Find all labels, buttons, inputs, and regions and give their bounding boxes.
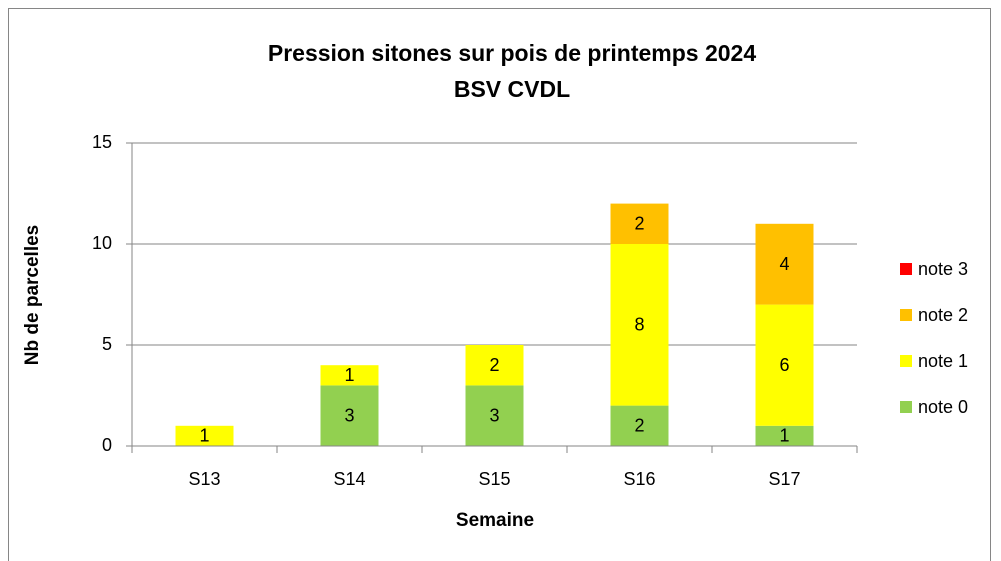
bar-segment: [755, 304, 814, 426]
bar-segment: [320, 385, 379, 446]
legend-swatch: [900, 355, 912, 367]
x-tick-label: S15: [478, 469, 510, 489]
bar-segment: [610, 203, 669, 244]
bar-segment: [610, 244, 669, 406]
legend-label: note 3: [918, 259, 968, 279]
data-label: 6: [779, 355, 789, 375]
x-tick-label: S14: [333, 469, 365, 489]
y-tick-label: 5: [102, 334, 112, 354]
legend-swatch: [900, 401, 912, 413]
data-label: 2: [634, 416, 644, 436]
data-label: 1: [344, 365, 354, 385]
data-label: 1: [779, 426, 789, 446]
x-tick-label: S13: [188, 469, 220, 489]
chart-subtitle: BSV CVDL: [454, 76, 570, 102]
bar-segment: [610, 405, 669, 446]
bar-segment: [755, 425, 814, 446]
bar-segment: [175, 425, 234, 446]
legend-label: note 1: [918, 351, 968, 371]
chart-title: Pression sitones sur pois de printemps 2…: [268, 40, 756, 66]
data-label: 3: [489, 405, 499, 425]
bar-segment: [465, 345, 524, 386]
bar-segment: [465, 385, 524, 446]
y-axis-title: Nb de parcelles: [22, 225, 43, 365]
bar-segment: [755, 223, 814, 305]
y-tick-label: 0: [102, 435, 112, 455]
data-label: 1: [199, 426, 209, 446]
y-tick-label: 15: [92, 132, 112, 152]
legend-label: note 2: [918, 305, 968, 325]
x-tick-label: S17: [768, 469, 800, 489]
legend-label: note 0: [918, 397, 968, 417]
data-label: 4: [779, 254, 789, 274]
data-label: 2: [634, 214, 644, 234]
x-axis-title: Semaine: [456, 510, 534, 531]
legend-swatch: [900, 263, 912, 275]
y-tick-label: 10: [92, 233, 112, 253]
data-label: 3: [344, 405, 354, 425]
x-tick-label: S16: [623, 469, 655, 489]
data-label: 8: [634, 315, 644, 335]
legend-swatch: [900, 309, 912, 321]
chart-frame: [8, 8, 991, 561]
bar-segment: [320, 365, 379, 386]
data-label: 2: [489, 355, 499, 375]
